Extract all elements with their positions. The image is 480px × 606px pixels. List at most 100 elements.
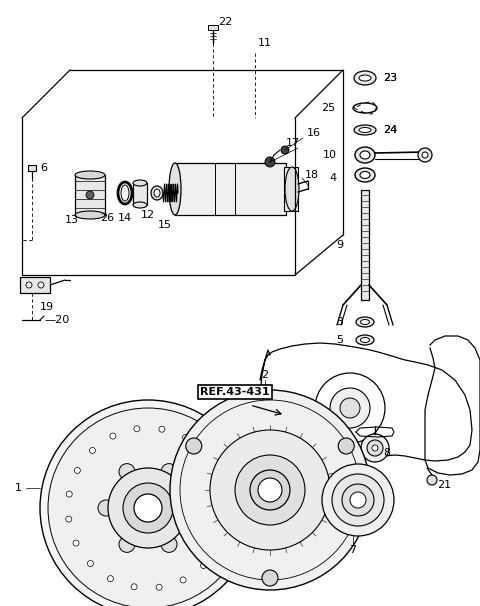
Polygon shape — [207, 467, 244, 496]
Polygon shape — [136, 411, 160, 444]
Text: 7: 7 — [349, 545, 357, 555]
Bar — [208, 25, 218, 30]
Text: 21: 21 — [437, 480, 451, 490]
Ellipse shape — [75, 211, 105, 219]
Circle shape — [161, 536, 177, 553]
Circle shape — [224, 519, 230, 525]
Text: —20: —20 — [44, 315, 69, 325]
Ellipse shape — [151, 186, 163, 200]
Ellipse shape — [359, 127, 371, 133]
Polygon shape — [62, 539, 100, 575]
Text: 14: 14 — [118, 213, 132, 223]
Circle shape — [73, 540, 79, 546]
Circle shape — [186, 438, 202, 454]
Bar — [284, 167, 298, 211]
Polygon shape — [160, 412, 190, 449]
Circle shape — [367, 440, 383, 456]
Polygon shape — [195, 441, 234, 476]
Polygon shape — [62, 441, 100, 476]
Polygon shape — [51, 496, 84, 520]
Circle shape — [159, 426, 165, 432]
Text: 26: 26 — [100, 213, 114, 223]
Text: 5: 5 — [336, 335, 343, 345]
Circle shape — [182, 435, 189, 441]
Text: 1: 1 — [15, 483, 22, 493]
Circle shape — [342, 484, 374, 516]
Ellipse shape — [355, 147, 375, 163]
Text: 3: 3 — [336, 317, 343, 327]
Polygon shape — [107, 412, 135, 449]
Ellipse shape — [354, 125, 376, 135]
Circle shape — [38, 282, 44, 288]
Circle shape — [48, 408, 248, 606]
Circle shape — [330, 388, 370, 428]
Circle shape — [265, 157, 275, 167]
Bar — [133, 183, 147, 205]
Circle shape — [340, 398, 360, 418]
Text: 22: 22 — [218, 17, 232, 27]
Circle shape — [87, 561, 94, 567]
Ellipse shape — [285, 167, 299, 211]
Circle shape — [66, 516, 72, 522]
Text: 12: 12 — [141, 210, 155, 220]
Bar — [75, 175, 105, 215]
Circle shape — [161, 464, 177, 479]
Ellipse shape — [356, 335, 374, 345]
Text: 9: 9 — [336, 240, 343, 250]
Text: 16: 16 — [307, 128, 321, 138]
Text: 24: 24 — [383, 125, 397, 135]
Bar — [361, 190, 369, 300]
Text: 8: 8 — [383, 448, 390, 458]
Circle shape — [180, 577, 186, 583]
Text: 18: 18 — [305, 170, 319, 180]
Ellipse shape — [154, 189, 160, 197]
Polygon shape — [52, 521, 89, 550]
Polygon shape — [136, 573, 160, 605]
Ellipse shape — [121, 185, 129, 201]
Circle shape — [182, 500, 198, 516]
Ellipse shape — [356, 317, 374, 327]
Circle shape — [134, 494, 162, 522]
Circle shape — [350, 492, 366, 508]
Ellipse shape — [360, 151, 370, 159]
Circle shape — [110, 433, 116, 439]
Circle shape — [40, 400, 256, 606]
Circle shape — [203, 450, 208, 456]
Circle shape — [98, 500, 114, 516]
Text: REF.43-431: REF.43-431 — [200, 387, 270, 397]
Circle shape — [156, 584, 162, 590]
Circle shape — [66, 491, 72, 497]
Circle shape — [250, 470, 290, 510]
Circle shape — [322, 464, 394, 536]
Circle shape — [422, 152, 428, 158]
Text: 25: 25 — [321, 103, 335, 113]
Text: 23: 23 — [383, 73, 397, 83]
Circle shape — [210, 430, 330, 550]
Polygon shape — [81, 422, 117, 461]
Circle shape — [235, 455, 305, 525]
Circle shape — [123, 483, 173, 533]
Polygon shape — [81, 556, 117, 594]
Text: 10: 10 — [323, 150, 337, 160]
Circle shape — [216, 542, 222, 548]
Polygon shape — [160, 567, 190, 604]
Circle shape — [418, 148, 432, 162]
Circle shape — [372, 445, 378, 451]
Polygon shape — [52, 467, 89, 496]
Text: 11: 11 — [258, 38, 272, 48]
Text: 2: 2 — [262, 370, 269, 380]
Circle shape — [86, 191, 94, 199]
Polygon shape — [213, 496, 245, 520]
Text: 17: 17 — [286, 138, 300, 148]
Circle shape — [281, 146, 289, 154]
Circle shape — [26, 282, 32, 288]
Circle shape — [338, 438, 354, 454]
Ellipse shape — [360, 171, 370, 179]
Ellipse shape — [169, 163, 181, 215]
Bar — [166, 517, 178, 527]
Polygon shape — [180, 556, 215, 594]
Bar — [20, 277, 50, 293]
Circle shape — [119, 536, 135, 553]
Text: 13: 13 — [65, 215, 79, 225]
Circle shape — [361, 434, 389, 462]
